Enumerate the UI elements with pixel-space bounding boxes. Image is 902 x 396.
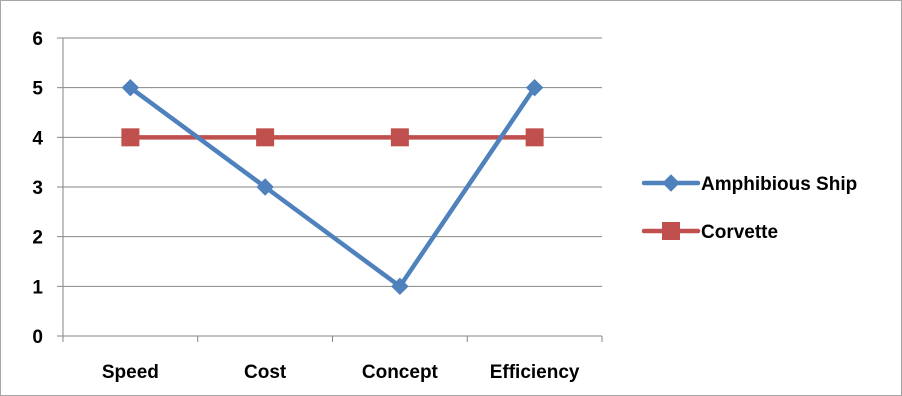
gridlines — [63, 37, 602, 287]
data-point-series-1 — [391, 277, 409, 296]
legend-marker-1 — [662, 174, 680, 192]
data-point-series-2 — [121, 128, 140, 147]
axes: 0 1 2 3 4 5 6 Speed Cost Concept Efficiency — [32, 29, 603, 383]
series-line-1 — [128, 85, 537, 289]
y-tick-label: 5 — [32, 79, 43, 100]
x-tick-label: Cost — [244, 362, 287, 383]
data-point-series-2 — [256, 128, 275, 147]
legend: Amphibious Ship Corvette — [641, 174, 857, 243]
legend-marker-2 — [662, 222, 680, 240]
x-tick-label: Speed — [102, 362, 159, 383]
y-tick-label: 6 — [32, 29, 43, 50]
y-tick-label: 0 — [32, 327, 43, 348]
y-tick-label: 1 — [32, 277, 43, 298]
x-tick-label: Concept — [362, 362, 439, 383]
y-tick-label: 3 — [32, 178, 43, 199]
plot-series — [121, 78, 544, 296]
data-point-series-1 — [525, 78, 544, 97]
legend-label-1: Amphibious Ship — [701, 174, 857, 195]
data-point-series-2 — [390, 128, 409, 147]
x-tick-label: Efficiency — [490, 362, 580, 383]
legend-label-2: Corvette — [701, 222, 778, 243]
y-tick-label: 4 — [32, 128, 43, 149]
data-point-series-2 — [525, 128, 544, 147]
data-point-series-1 — [256, 178, 274, 196]
data-point-series-1 — [121, 78, 140, 97]
y-tick-label: 2 — [32, 228, 43, 249]
